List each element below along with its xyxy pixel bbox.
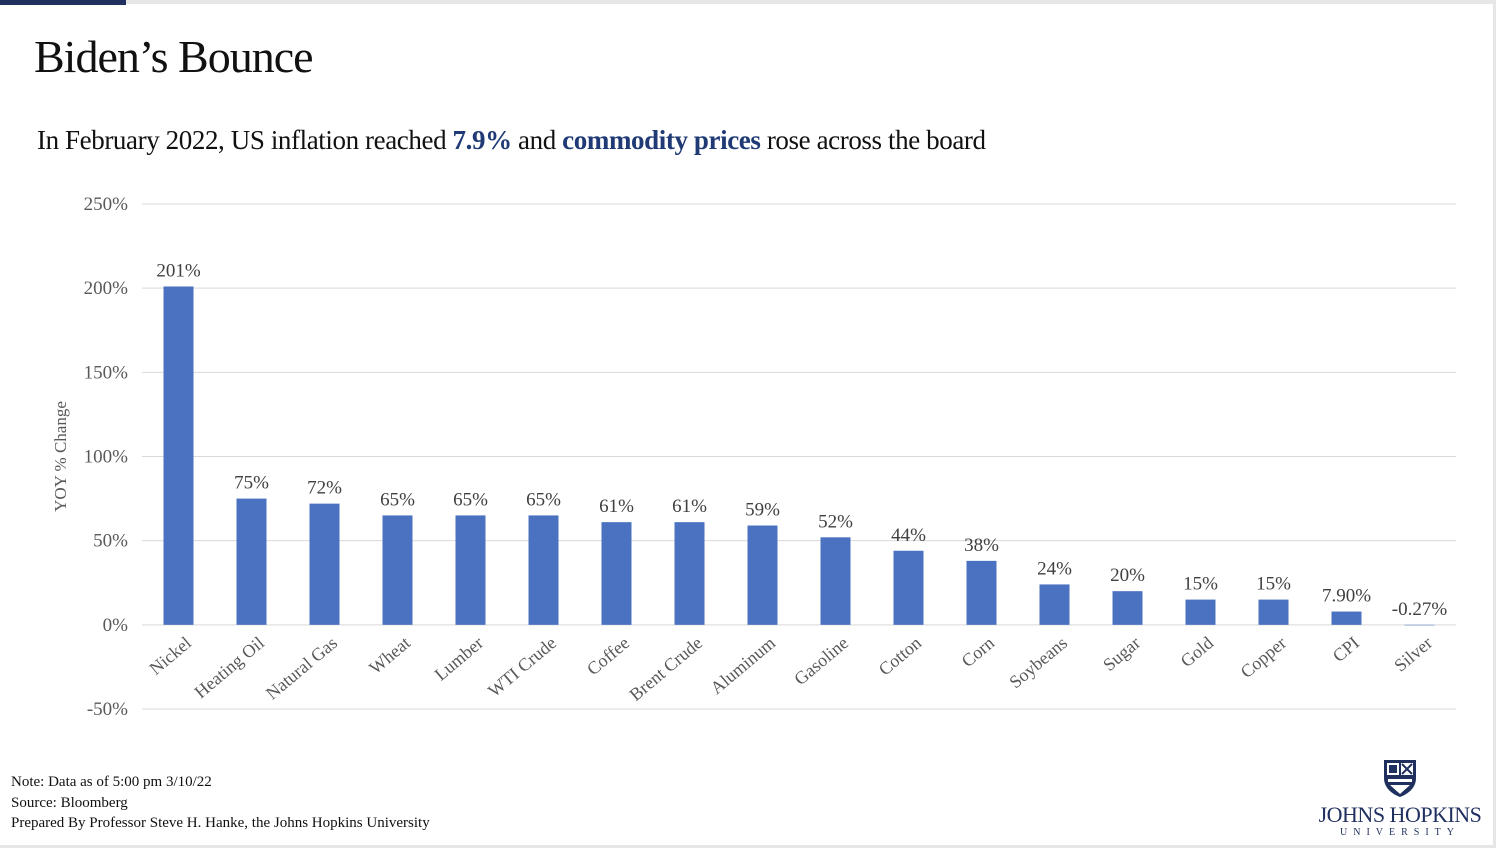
bar — [820, 537, 851, 625]
category-label: WTI Crude — [484, 633, 560, 701]
category-label: Corn — [958, 633, 998, 671]
logo-subtitle: UNIVERSITY — [1340, 827, 1460, 838]
data-label: 201% — [156, 260, 201, 281]
category-label: Aluminum — [706, 633, 779, 698]
data-label: 65% — [453, 489, 488, 510]
top-accent-bar — [0, 0, 126, 5]
y-tick-label: -50% — [87, 699, 128, 720]
data-label: -0.27% — [1392, 599, 1448, 620]
note-source: Source: Bloomberg — [11, 794, 128, 811]
right-border — [1493, 0, 1496, 848]
subtitle-text-1: In February 2022, US inflation reached — [37, 125, 453, 155]
data-label: 15% — [1256, 574, 1291, 595]
note-prepared-by: Prepared By Professor Steve H. Hanke, th… — [11, 815, 430, 831]
slide-title: Biden’s Bounce — [34, 31, 314, 82]
data-label: 65% — [526, 489, 561, 510]
category-label: Brent Crude — [625, 633, 706, 705]
bar — [309, 503, 340, 625]
data-label: 59% — [745, 500, 780, 521]
logo-name: JOHNS HOPKINS — [1318, 802, 1482, 827]
category-label: Cotton — [875, 633, 925, 680]
data-label: 15% — [1183, 574, 1218, 595]
bar — [893, 550, 924, 625]
y-tick-label: 200% — [84, 278, 129, 299]
category-label: Copper — [1237, 633, 1290, 682]
category-label: Soybeans — [1005, 633, 1071, 693]
bar — [382, 515, 413, 625]
bar — [601, 522, 632, 625]
bar — [1039, 584, 1070, 625]
data-label: 7.90% — [1322, 586, 1371, 607]
y-tick-label: 150% — [84, 362, 129, 383]
bar — [528, 515, 559, 625]
note-data-date: Note: Data as of 5:00 pm 3/10/22 — [11, 774, 212, 790]
bar — [1258, 599, 1289, 625]
bar — [674, 522, 705, 625]
y-axis-label: YOY % Change — [51, 401, 70, 512]
subtitle-highlight-inflation: 7.9% — [452, 125, 513, 155]
category-label: Nickel — [145, 633, 195, 679]
category-label: Silver — [1390, 633, 1436, 676]
category-label: Gold — [1177, 633, 1217, 671]
notes-block: Note: Data as of 5:00 pm 3/10/22 Source:… — [11, 772, 430, 834]
bar — [1112, 591, 1143, 625]
bar — [1404, 624, 1435, 626]
data-label: 52% — [818, 511, 853, 532]
slide-subtitle: In February 2022, US inflation reached 7… — [37, 125, 986, 156]
y-tick-label: 0% — [103, 615, 129, 636]
bar — [455, 515, 486, 625]
data-label: 38% — [964, 535, 999, 556]
data-label: 24% — [1037, 558, 1072, 579]
data-label: 20% — [1110, 565, 1145, 586]
data-label: 75% — [234, 473, 269, 494]
subtitle-text-2: and — [511, 125, 563, 155]
bar — [1185, 599, 1216, 625]
category-label: Gasoline — [790, 633, 852, 689]
bar — [966, 560, 997, 625]
bar — [747, 525, 778, 625]
subtitle-text-3: rose across the board — [760, 125, 986, 155]
top-border — [0, 0, 1496, 4]
data-label: 61% — [672, 496, 707, 517]
y-tick-label: 250% — [84, 194, 129, 215]
category-label: Heating Oil — [190, 633, 268, 703]
bar — [236, 498, 267, 625]
data-label: 65% — [380, 489, 415, 510]
y-tick-label: 50% — [93, 531, 128, 552]
data-label: 61% — [599, 496, 634, 517]
subtitle-highlight-commodity: commodity prices — [562, 125, 761, 155]
university-logo: JOHNS HOPKINS UNIVERSITY — [1312, 758, 1488, 840]
category-label: Lumber — [431, 633, 488, 685]
bar-chart: 250% 200% 150% 100% 50% 0% -50% YOY % Change 201… — [51, 194, 1456, 720]
data-label: 72% — [307, 478, 342, 499]
shield-icon — [1384, 760, 1416, 797]
bottom-border — [0, 845, 1496, 848]
y-tick-label: 100% — [84, 447, 129, 468]
bar — [1331, 611, 1362, 625]
category-label: Coffee — [583, 633, 633, 680]
bar — [163, 286, 194, 625]
category-label: Natural Gas — [262, 633, 341, 704]
category-label: CPI — [1329, 633, 1363, 666]
data-label: 44% — [891, 525, 926, 546]
category-label: Wheat — [365, 633, 414, 679]
category-label: Sugar — [1099, 633, 1144, 675]
